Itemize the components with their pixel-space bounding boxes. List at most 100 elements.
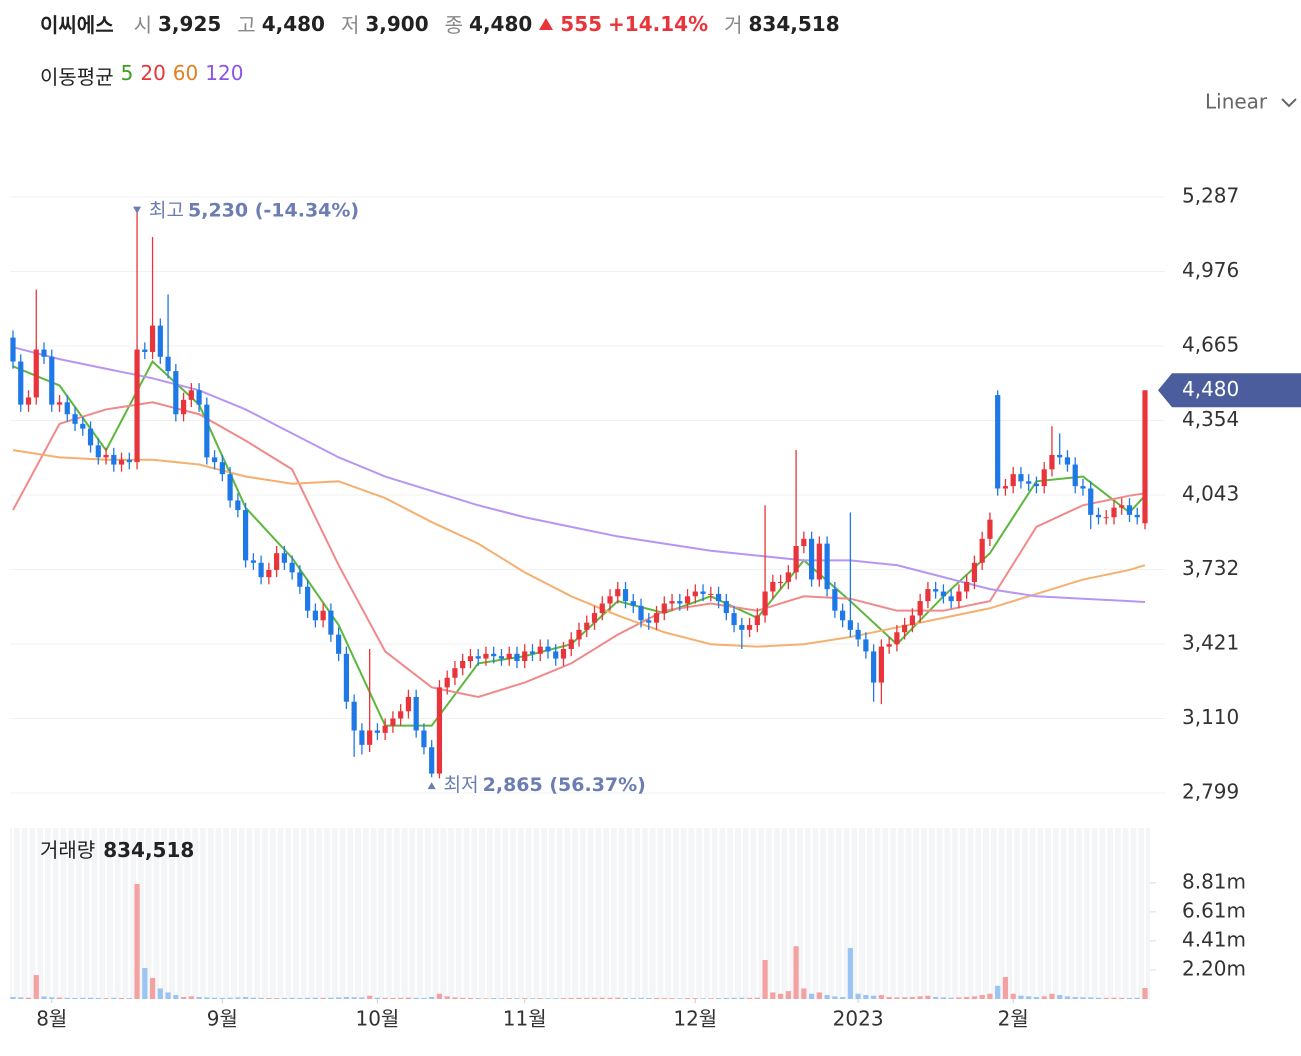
volume-bar bbox=[351, 997, 357, 999]
candle-body bbox=[1041, 469, 1047, 487]
volume-bar bbox=[979, 995, 985, 999]
candle-body bbox=[925, 589, 931, 602]
volume-bar bbox=[421, 997, 427, 999]
volume-bar bbox=[506, 998, 512, 999]
volume-bar bbox=[785, 991, 791, 999]
volume-bar bbox=[1002, 976, 1009, 999]
scale-mode[interactable]: Linear bbox=[1205, 90, 1268, 114]
candle-body bbox=[413, 696, 419, 731]
candle-body bbox=[243, 510, 249, 561]
candle-body bbox=[591, 613, 598, 623]
volume-bar bbox=[157, 988, 163, 999]
stat-value: 4,480 bbox=[261, 11, 325, 36]
volume-bar bbox=[1119, 997, 1125, 999]
volume-bar bbox=[956, 997, 962, 999]
candle-body bbox=[320, 610, 326, 621]
candle-body bbox=[64, 402, 70, 415]
candle-body bbox=[886, 644, 892, 647]
volume-bar bbox=[793, 946, 799, 999]
candle-body bbox=[770, 581, 776, 592]
volume-bar bbox=[444, 996, 450, 999]
stat-value: 4,480 bbox=[469, 11, 533, 36]
candle-body bbox=[785, 572, 791, 582]
volume-bar bbox=[1064, 996, 1071, 999]
volume-bar bbox=[933, 997, 939, 999]
candle-body bbox=[506, 653, 512, 659]
volume-bar bbox=[863, 995, 869, 999]
chevron[interactable] bbox=[1281, 98, 1297, 108]
volume-bar bbox=[568, 997, 574, 999]
candle-body bbox=[529, 651, 536, 654]
volume-bar bbox=[646, 997, 652, 999]
volume-bar bbox=[87, 997, 94, 999]
candle-body bbox=[824, 543, 830, 590]
volume-bar bbox=[638, 997, 644, 999]
volume-bar bbox=[1041, 996, 1047, 999]
candle-body bbox=[754, 615, 760, 626]
volume-bar bbox=[258, 997, 264, 999]
candle-body bbox=[917, 601, 923, 616]
volume-bar bbox=[452, 997, 458, 999]
volume-bar bbox=[909, 997, 915, 999]
volume-bar bbox=[847, 947, 853, 999]
volume-bar bbox=[1018, 995, 1024, 999]
volume-bar bbox=[274, 998, 280, 999]
volume-bar bbox=[483, 998, 489, 999]
volume-bar bbox=[925, 995, 931, 999]
stat-label: 시 bbox=[133, 13, 153, 37]
candle-body bbox=[692, 591, 698, 597]
volume-bar bbox=[630, 997, 636, 999]
candle-body bbox=[72, 414, 78, 424]
candle-body bbox=[367, 730, 373, 745]
candle-body bbox=[1018, 474, 1024, 482]
candle-body bbox=[211, 457, 218, 463]
volume-bar bbox=[653, 997, 660, 999]
volume-bar bbox=[398, 997, 404, 999]
volume-bar bbox=[739, 997, 745, 999]
candle-body bbox=[95, 445, 101, 458]
volume-bar bbox=[41, 996, 47, 999]
candle-body bbox=[522, 651, 528, 661]
candle-body bbox=[80, 423, 86, 429]
stat-label: 저 bbox=[340, 13, 360, 37]
volume-bar bbox=[615, 997, 621, 999]
candle-body bbox=[909, 615, 915, 626]
annotation-value: 5,230 (-14.34%) bbox=[188, 199, 359, 221]
volume-bar bbox=[576, 997, 582, 999]
candle-body bbox=[553, 651, 559, 659]
x-tick-label: 8월 bbox=[36, 1007, 67, 1031]
ma-title: 이동평균 bbox=[40, 65, 114, 89]
volume-bar bbox=[731, 997, 737, 999]
volume-bar bbox=[514, 998, 520, 999]
volume-bar bbox=[56, 997, 63, 999]
volume-bar bbox=[537, 998, 543, 999]
candle-body bbox=[421, 730, 427, 748]
candle-body bbox=[405, 696, 412, 712]
candle-body bbox=[258, 562, 264, 578]
volume-bar bbox=[522, 998, 528, 999]
volume-bar bbox=[211, 997, 218, 999]
candle-body bbox=[1119, 505, 1125, 508]
ma-line bbox=[12, 359, 1146, 727]
candle-body bbox=[971, 562, 978, 582]
candle-body bbox=[1033, 483, 1040, 487]
candle-body bbox=[374, 730, 381, 733]
candle-body bbox=[731, 613, 737, 626]
candle-body bbox=[948, 596, 954, 602]
volume-bar bbox=[25, 997, 32, 999]
candle-body bbox=[483, 653, 489, 659]
candle-body bbox=[498, 656, 505, 659]
volume-bar bbox=[801, 988, 807, 999]
current-price-badge bbox=[1158, 373, 1301, 408]
volume-bar bbox=[165, 992, 171, 999]
volume-bar bbox=[871, 995, 877, 999]
y-tick-label: 5,287 bbox=[1182, 183, 1239, 207]
candle-body bbox=[801, 538, 807, 546]
volume-bar bbox=[1080, 997, 1086, 999]
stat-label: 거 bbox=[724, 13, 743, 37]
candle-body bbox=[173, 371, 179, 415]
ma-line bbox=[12, 401, 1146, 698]
candle-body bbox=[902, 625, 908, 633]
